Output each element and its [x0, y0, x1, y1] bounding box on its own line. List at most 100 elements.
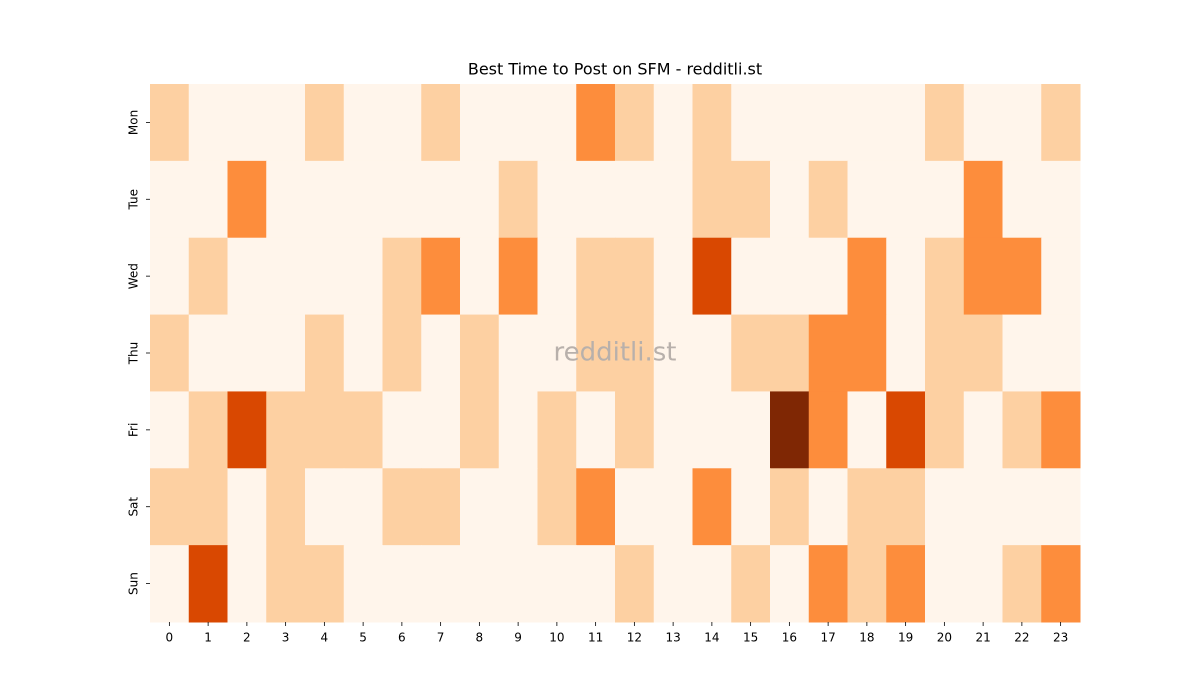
cell — [615, 391, 655, 469]
cell — [382, 160, 422, 239]
x-tick-label: 16 — [782, 631, 797, 645]
cell — [615, 160, 655, 239]
x-tick-label: 22 — [1014, 631, 1029, 645]
cell — [1041, 545, 1081, 623]
cell — [1002, 314, 1042, 392]
cell — [576, 545, 616, 623]
cell — [498, 84, 538, 162]
x-tick-label: 0 — [166, 631, 174, 645]
y-tick-label: Fri — [127, 423, 141, 437]
cell — [343, 160, 383, 239]
cell — [731, 84, 771, 162]
cell — [305, 545, 345, 623]
cell — [653, 84, 693, 162]
cell — [925, 545, 965, 623]
cell — [343, 468, 383, 546]
cell — [421, 160, 461, 239]
cell — [266, 545, 306, 623]
cell — [150, 468, 190, 546]
cell — [692, 391, 732, 469]
x-tick-label: 8 — [476, 631, 484, 645]
cell — [886, 160, 926, 239]
y-tick-label: Mon — [127, 110, 141, 135]
cell — [266, 391, 306, 469]
cell — [615, 314, 655, 392]
cell — [886, 391, 926, 469]
cell — [421, 84, 461, 162]
cell — [925, 237, 965, 316]
cell — [305, 84, 345, 162]
cell — [537, 391, 577, 469]
cell — [421, 314, 461, 392]
cell — [460, 468, 500, 546]
x-tick-label: 19 — [898, 631, 913, 645]
cell — [925, 314, 965, 392]
cell — [421, 391, 461, 469]
cell — [653, 314, 693, 392]
cell — [537, 237, 577, 316]
y-tick-label: Thu — [127, 342, 141, 366]
cell — [460, 545, 500, 623]
cell — [615, 468, 655, 546]
cell — [382, 84, 422, 162]
cell — [537, 84, 577, 162]
cell — [498, 237, 538, 316]
x-tick-label: 6 — [398, 631, 406, 645]
chart-title: Best Time to Post on SFM - redditli.st — [468, 60, 762, 79]
cell — [305, 468, 345, 546]
cell — [227, 84, 267, 162]
cell — [576, 237, 616, 316]
cell — [808, 314, 848, 392]
cell — [731, 391, 771, 469]
cell — [576, 84, 616, 162]
cell — [227, 468, 267, 546]
cell — [731, 237, 771, 316]
cell — [963, 160, 1003, 239]
cell — [731, 314, 771, 392]
cell — [343, 545, 383, 623]
cell — [382, 237, 422, 316]
cell — [537, 160, 577, 239]
cell — [1041, 468, 1081, 546]
cell — [188, 84, 228, 162]
cell — [731, 545, 771, 623]
cell — [460, 237, 500, 316]
x-tick-label: 14 — [704, 631, 719, 645]
cell — [886, 545, 926, 623]
cell — [615, 84, 655, 162]
cell — [150, 545, 190, 623]
cell — [963, 314, 1003, 392]
cell — [266, 160, 306, 239]
cell — [188, 391, 228, 469]
cell — [1041, 84, 1081, 162]
y-tick-label: Sun — [127, 572, 141, 595]
cell — [925, 468, 965, 546]
cell — [963, 84, 1003, 162]
cell — [808, 545, 848, 623]
cell — [460, 314, 500, 392]
cell — [576, 391, 616, 469]
cell — [615, 545, 655, 623]
cell — [653, 160, 693, 239]
x-tick-label: 17 — [820, 631, 835, 645]
cell — [498, 468, 538, 546]
cell — [305, 391, 345, 469]
cell — [808, 468, 848, 546]
cell — [188, 545, 228, 623]
cell — [925, 391, 965, 469]
cell — [692, 545, 732, 623]
cell — [227, 160, 267, 239]
cell — [188, 468, 228, 546]
cell — [421, 468, 461, 546]
cell — [576, 468, 616, 546]
cell — [343, 314, 383, 392]
cell — [925, 160, 965, 239]
cell — [808, 391, 848, 469]
cell — [770, 84, 810, 162]
cell — [615, 237, 655, 316]
x-tick-label: 21 — [975, 631, 990, 645]
watermark: redditli.st — [554, 338, 677, 368]
cell — [653, 391, 693, 469]
cell — [886, 84, 926, 162]
